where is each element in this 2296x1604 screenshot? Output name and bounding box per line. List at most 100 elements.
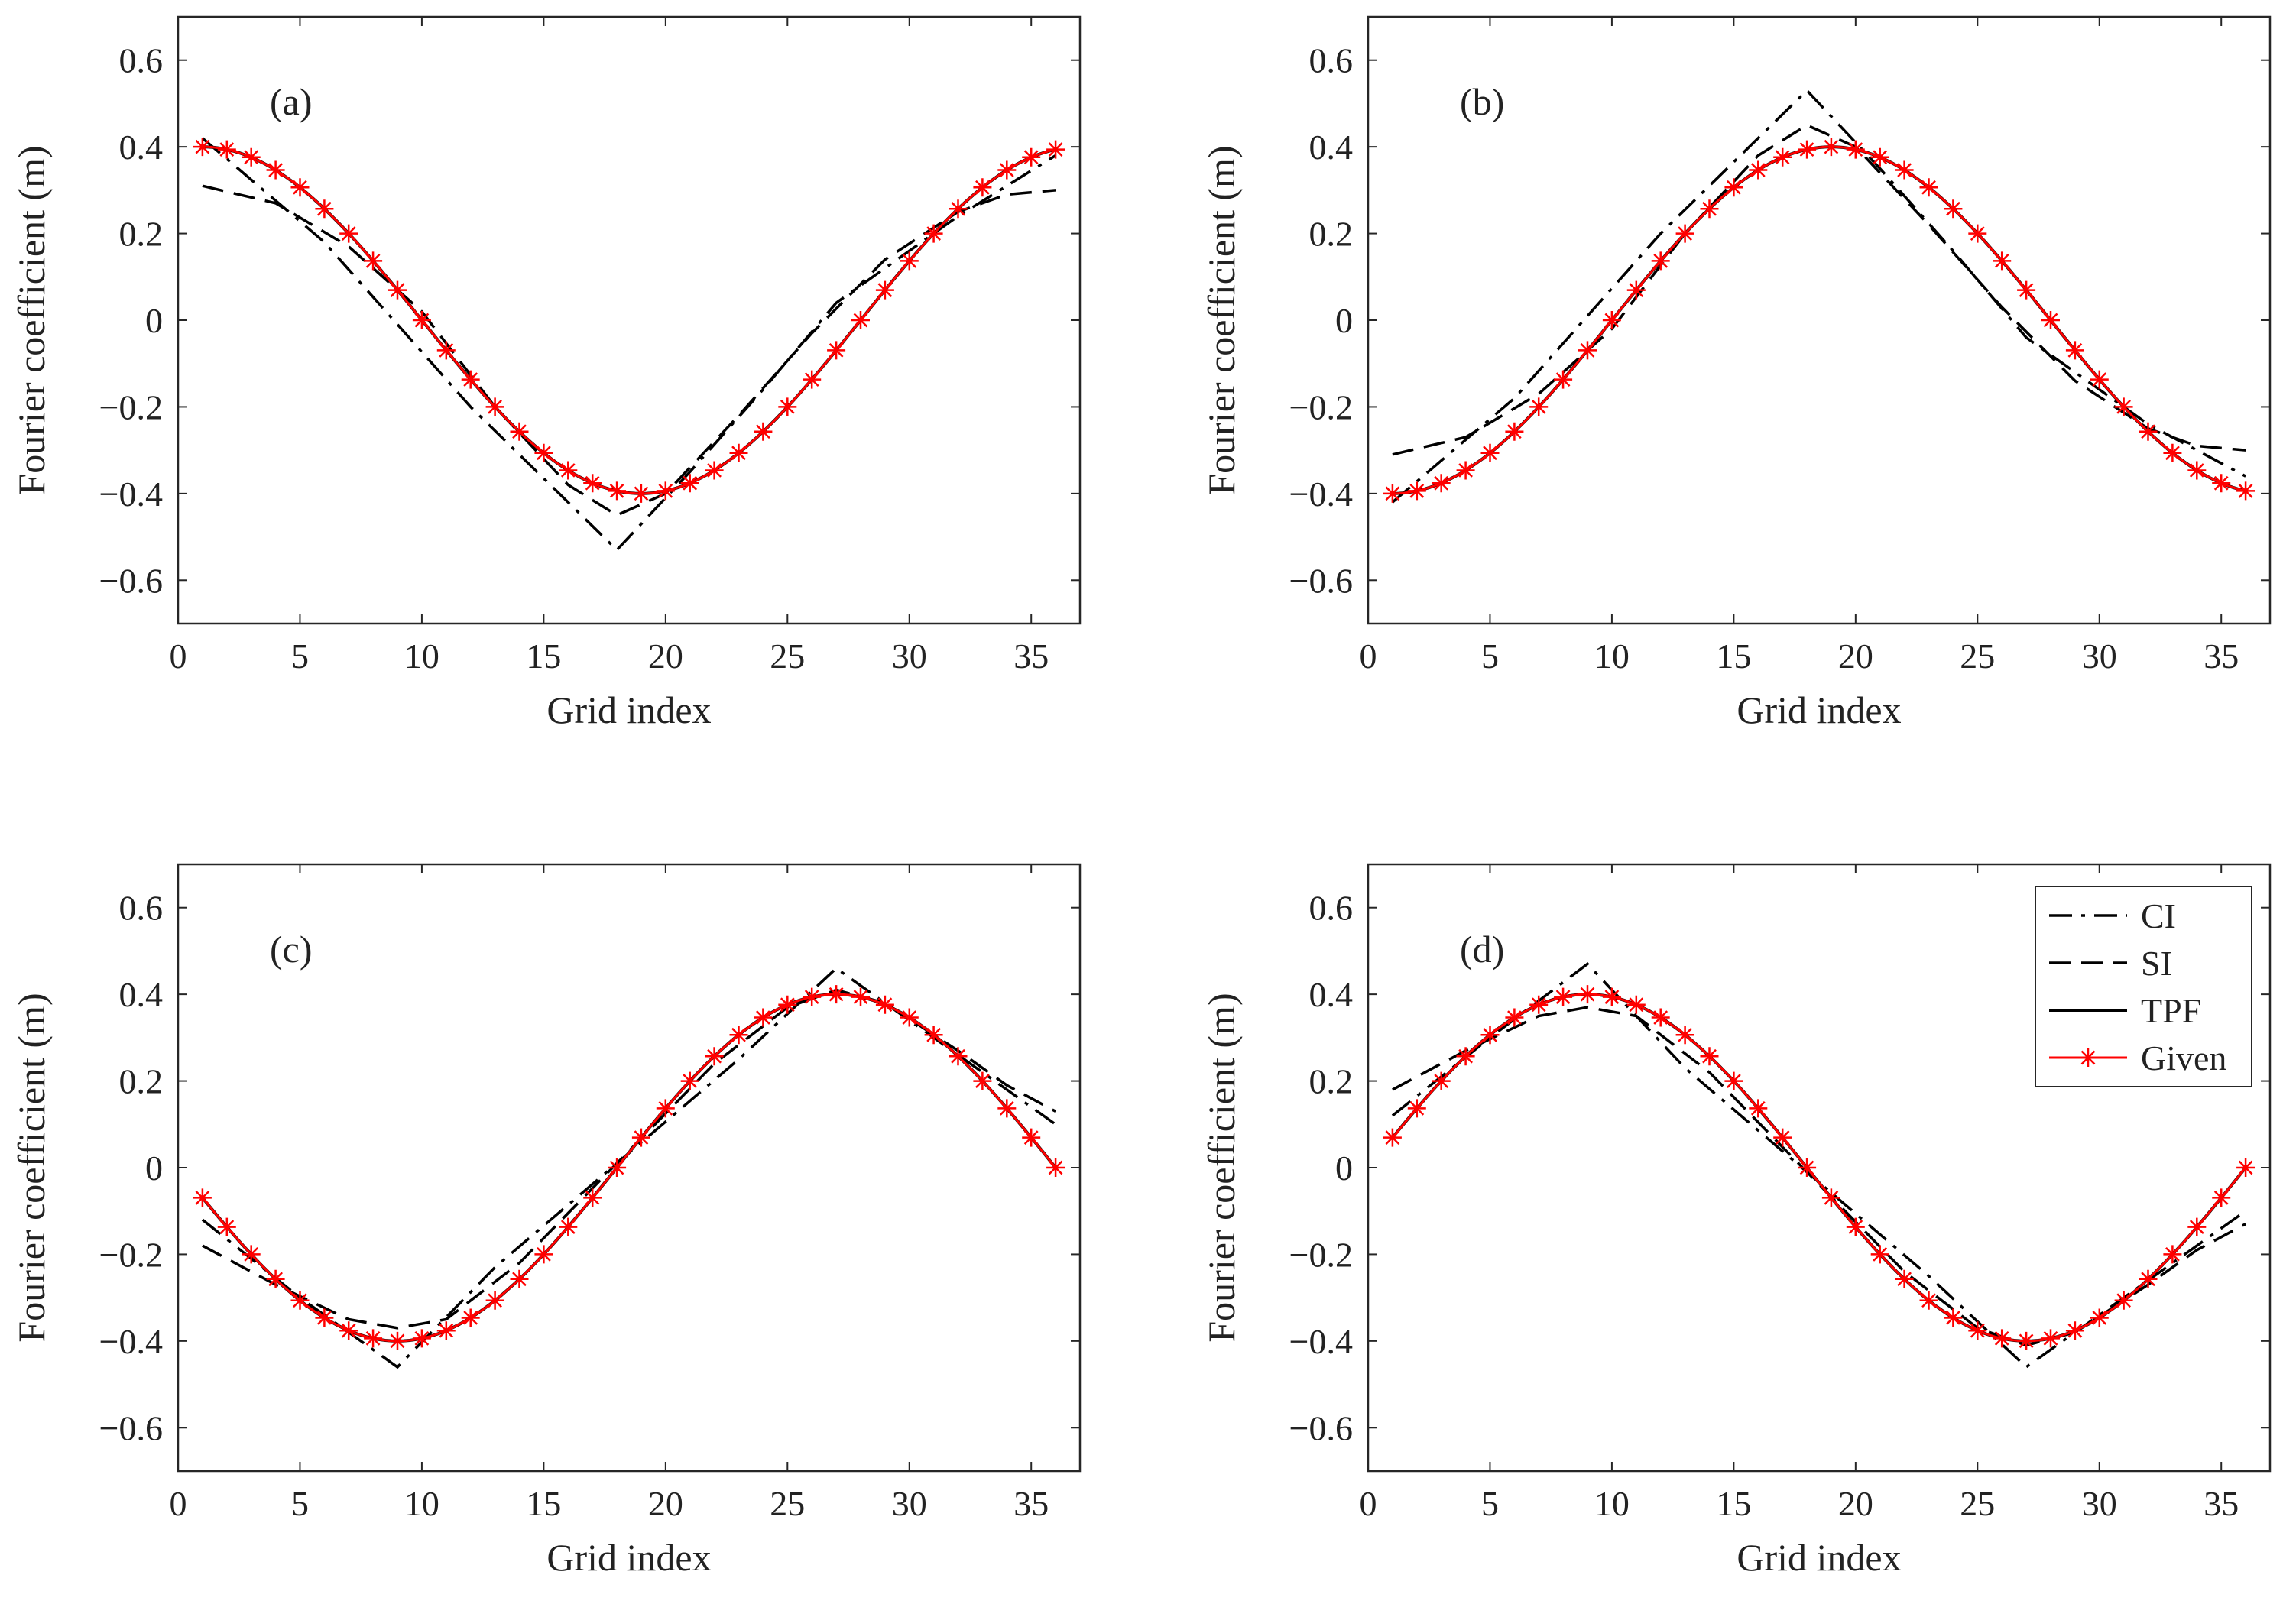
series-given-marker: [924, 1026, 943, 1045]
x-tick-label: 5: [291, 637, 309, 676]
series-given-marker: [1383, 1128, 1402, 1147]
x-tick-label: 5: [1481, 637, 1499, 676]
series-given-marker: [193, 138, 212, 157]
x-tick-label: 25: [770, 1484, 805, 1523]
y-tick-label: −0.6: [99, 561, 163, 600]
y-tick-label: 0: [145, 301, 163, 340]
x-axis-label: Grid index: [1737, 1536, 1901, 1579]
series-given-marker: [1773, 1128, 1792, 1147]
series-given-marker: [559, 1217, 578, 1236]
series-given-marker: [461, 1308, 480, 1327]
y-tick-label: −0.6: [1289, 561, 1353, 600]
series-given-line: [201, 993, 1057, 1343]
series-given-marker: [1432, 474, 1451, 493]
series-given-marker: [851, 987, 870, 1006]
series-given-marker: [631, 1128, 650, 1147]
series-given-marker: [1846, 1217, 1865, 1236]
series-given-marker: [2236, 1158, 2255, 1177]
series-given-marker: [1022, 147, 1041, 167]
series-given-marker: [2114, 1291, 2133, 1310]
series-given-marker: [290, 1291, 310, 1310]
series-given-marker: [2139, 1269, 2158, 1288]
y-tick-label: −0.2: [1289, 1235, 1353, 1274]
series-given-marker: [1870, 1245, 1889, 1264]
series-given-marker: [778, 995, 797, 1014]
y-axis-label: Fourier coefficient (m): [10, 145, 53, 494]
series-tpf-line: [1392, 145, 2246, 495]
series-given-marker: [1919, 1291, 1938, 1310]
series-given-marker: [510, 422, 529, 441]
x-tick-label: 15: [1716, 1484, 1751, 1523]
x-tick-label: 20: [648, 1484, 683, 1523]
series-given-marker: [1578, 341, 1597, 360]
series-given-marker: [1700, 1047, 1719, 1066]
series-given-marker: [1993, 251, 2012, 271]
y-axis-label: Fourier coefficient (m): [1200, 145, 1243, 494]
series-given-marker: [1578, 985, 1597, 1004]
x-tick-label: 5: [291, 1484, 309, 1523]
series-given-marker: [2017, 1331, 2036, 1350]
series-given-marker: [1749, 160, 1768, 180]
series-given-marker: [1022, 1128, 1041, 1147]
series-given-marker: [193, 1188, 212, 1207]
series-given-line: [202, 145, 1056, 495]
series-given-marker: [1626, 995, 1646, 1014]
panel-a: 0 5 10 15 20 25 30 35 −0.6 −0.4 −0.2 0 0.2 0.4 0.6 Grid…: [10, 15, 1082, 731]
series-given-marker: [2041, 1329, 2060, 1348]
x-tick-label: 20: [1838, 1484, 1873, 1523]
series-given-marker: [1432, 1071, 1451, 1090]
x-tick-label: 0: [170, 637, 187, 676]
series-given-marker: [608, 1158, 627, 1177]
series-given-marker: [1700, 199, 1719, 219]
x-tick-label: 20: [648, 637, 683, 676]
legend-box: [2035, 886, 2252, 1087]
series-given-marker: [2090, 370, 2109, 389]
series-given-marker: [2041, 311, 2060, 329]
series-given-marker: [1919, 178, 1938, 197]
series-given-marker: [2187, 461, 2207, 480]
series-given-marker: [1749, 1099, 1768, 1118]
series-given-marker: [412, 311, 431, 329]
series-given-marker: [2065, 341, 2084, 360]
series-given-marker: [803, 370, 822, 389]
series-given-marker: [608, 481, 627, 501]
series-given-marker: [1944, 199, 1963, 219]
series-given-marker: [656, 481, 675, 501]
series-given-marker: [729, 1026, 748, 1045]
series-given-marker: [534, 1245, 553, 1264]
x-tick-label: 0: [170, 1484, 187, 1523]
x-tick-label: 10: [404, 1484, 439, 1523]
legend-label-tpf: TPF: [2141, 991, 2201, 1030]
x-tick-label: 35: [2204, 1484, 2239, 1523]
legend: CI SI TPF Given: [2035, 886, 2252, 1087]
series-given-marker: [1895, 160, 1914, 180]
x-tick-label: 30: [892, 1484, 927, 1523]
y-tick-label: 0: [1335, 1149, 1353, 1188]
y-tick-label: 0.4: [119, 975, 164, 1014]
series-ci-line: [1391, 88, 2246, 504]
x-tick-label: 5: [1481, 1484, 1499, 1523]
x-tick-label: 25: [1960, 1484, 1995, 1523]
series-given-marker: [924, 224, 943, 243]
series-given-marker: [2114, 397, 2133, 416]
series-given-marker: [729, 443, 748, 462]
series-given-marker: [851, 311, 870, 329]
series-given-marker: [754, 422, 773, 441]
series-given-marker: [900, 251, 919, 271]
axes-frame: [177, 863, 1082, 1473]
series-given-marker: [559, 461, 578, 480]
series-given-marker: [436, 1321, 456, 1340]
series-given-marker: [973, 1071, 992, 1090]
series-given-marker: [1602, 311, 1621, 329]
series-given-marker: [2187, 1217, 2207, 1236]
y-tick-label: −0.4: [99, 1322, 163, 1361]
series-given-marker: [827, 341, 846, 360]
series-given-marker: [290, 178, 310, 197]
x-tick-label: 15: [526, 637, 561, 676]
series-given-marker: [388, 1331, 407, 1350]
series-given-marker: [2212, 474, 2231, 493]
series-given-marker: [2017, 280, 2036, 300]
x-axis-label: Grid index: [546, 689, 711, 731]
series-given-line: [1391, 993, 2247, 1343]
